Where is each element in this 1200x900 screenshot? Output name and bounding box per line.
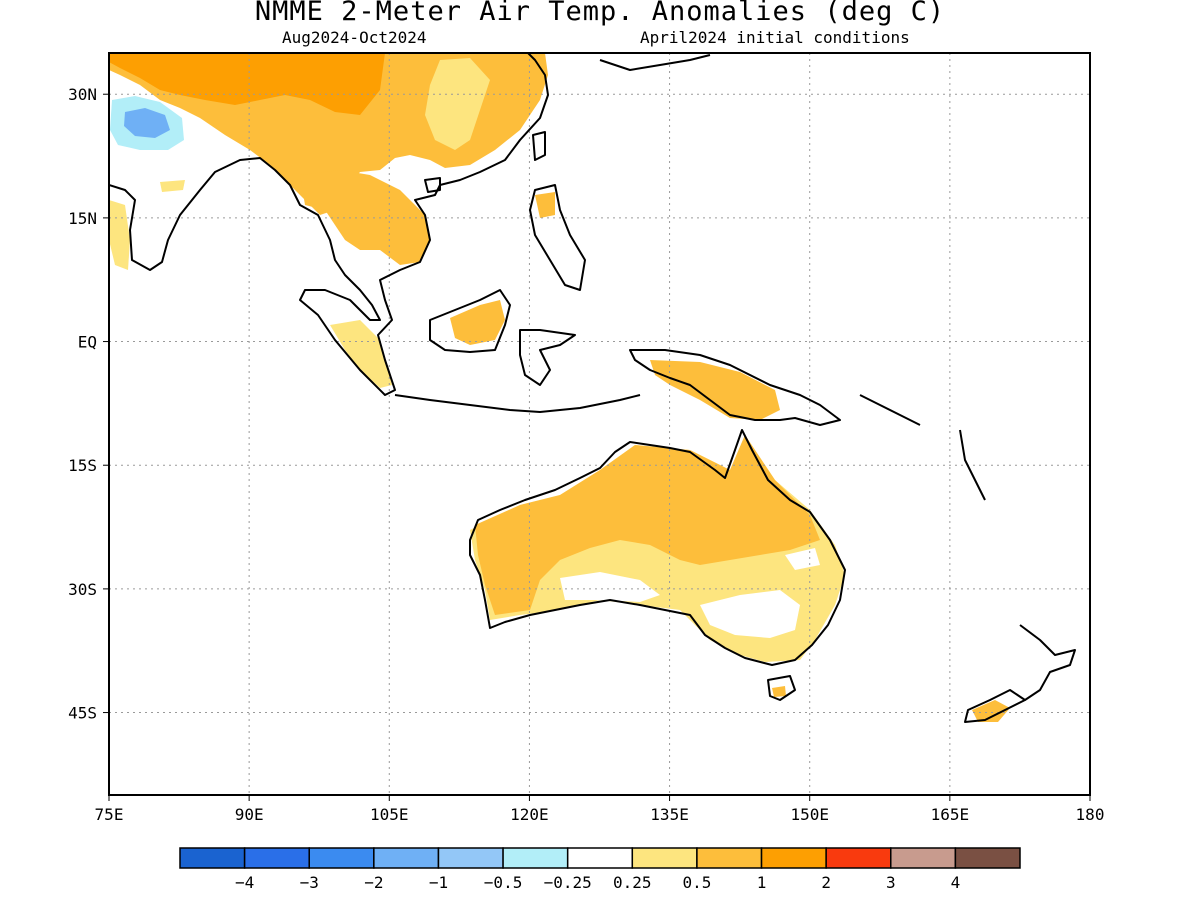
coast-new-guinea [629,349,841,426]
coast-nz-north [1019,624,1076,701]
colorbar-label: 0.25 [613,873,652,892]
colorbar-label: −1 [429,873,448,892]
latitude-labels: 30N 15N EQ 15S 30S 45S [68,85,109,723]
colorbar-swatch [696,847,763,869]
anomaly-region-new-guinea [650,360,780,420]
anomaly-region-india-patch-2 [160,180,185,192]
anomaly-region-australia-neutral-2 [560,572,660,602]
coast-vanuatu-fiji [959,429,986,501]
colorbar-swatch [631,847,698,869]
colorbar-label: −0.25 [544,873,592,892]
lon-tick-label: 180 [1076,805,1105,824]
lat-tick-label: EQ [78,333,97,352]
lat-tick-label: 30N [68,85,97,104]
coastlines [109,53,1076,723]
anomaly-region-sumatra [330,320,392,388]
colorbar-swatch [502,847,569,869]
colorbar-label: 0.5 [682,873,711,892]
lat-tick-label: 15S [68,456,97,475]
anomaly-region-australia-warm [475,435,820,615]
coast-java [394,394,641,413]
lon-tick-label: 75E [95,805,124,824]
map-title: NMME 2-Meter Air Temp. Anomalies (deg C) [254,0,946,27]
coast-nz-south [964,689,1026,723]
coast-asia [109,53,549,396]
coast-sulawesi [519,329,576,386]
coast-australia [469,429,846,666]
forecast-period: Aug2024-Oct2024 [282,28,427,47]
anomaly-region-borneo [450,300,505,345]
anomaly-region-indochina [300,170,430,265]
lon-tick-label: 105E [370,805,409,824]
anomaly-region-tasmania [772,686,786,697]
colorbar-label: −2 [364,873,383,892]
lon-tick-label: 120E [510,805,549,824]
anomaly-region-cold-core [124,108,170,138]
map-gridlines [109,53,1090,795]
colorbar-label: −3 [300,873,319,892]
lon-tick-label: 135E [650,805,689,824]
colorbar-swatch [373,847,440,869]
colorbar-label: 3 [886,873,896,892]
colorbar: −4 −3 −2 −1 −0.5 −0.25 0.25 0.5 1 2 3 4 [179,847,1021,892]
colorbar-swatch [243,847,310,869]
colorbar-label: −0.5 [484,873,523,892]
colorbar-swatch [825,847,892,869]
coast-solomon [859,394,921,426]
colorbar-swatch [760,847,827,869]
coast-tasmania [767,675,796,701]
anomaly-region-philippines [535,192,555,218]
anomaly-region-australia-neutral [700,590,800,638]
colorbar-swatch [437,847,504,869]
coast-philippines [529,184,586,291]
colorbar-label: −4 [235,873,254,892]
lon-tick-label: 165E [931,805,970,824]
coast-borneo [429,289,511,353]
longitude-labels: 75E 90E 105E 120E 135E 150E 165E 180 [95,795,1105,824]
lat-tick-label: 45S [68,704,97,723]
colorbar-label: 2 [821,873,831,892]
colorbar-label: 4 [951,873,961,892]
colorbar-label: 1 [757,873,767,892]
lat-tick-label: 30S [68,580,97,599]
coast-taiwan [532,131,546,161]
anomaly-region-australia-neutral-3 [785,548,820,570]
anomaly-fill-layer [109,53,1010,722]
anomaly-region-india-patch [109,200,130,270]
colorbar-swatch [179,847,246,869]
lat-tick-label: 15N [68,209,97,228]
lon-tick-label: 90E [235,805,264,824]
colorbar-swatch [890,847,957,869]
coast-hainan [424,177,441,193]
anomaly-region-nz [972,700,1010,722]
map-frame [108,52,1091,796]
coast-japan [599,54,711,71]
lon-tick-label: 150E [790,805,829,824]
anomaly-region-east-china-light [425,58,490,150]
colorbar-swatch [954,847,1021,869]
colorbar-swatch [566,847,634,869]
colorbar-swatch [308,847,375,869]
anomaly-region-tibet-warm [109,53,385,115]
initial-conditions: April2024 initial conditions [640,28,910,47]
